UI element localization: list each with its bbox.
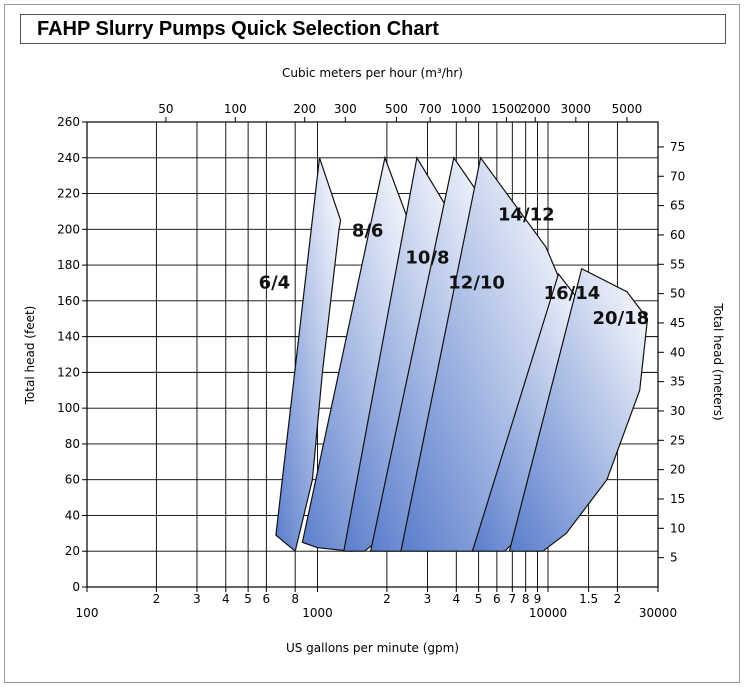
title-box: FAHP Slurry Pumps Quick Selection Chart	[20, 14, 726, 44]
pump-label: 20/18	[593, 308, 650, 329]
y2-tick-label: 40	[670, 345, 685, 359]
y-tick-label: 80	[65, 437, 80, 451]
y-tick-label: 160	[57, 294, 80, 308]
y2-tick-label: 50	[670, 287, 685, 301]
top-tick-label: 3000	[561, 102, 592, 116]
top-tick-label: 700	[419, 102, 442, 116]
x-tick-label: 5	[475, 592, 483, 606]
x-tick-label: 2	[383, 592, 391, 606]
y-tick-label: 240	[57, 151, 80, 165]
y2-tick-label: 45	[670, 316, 685, 330]
y2-tick-label: 25	[670, 433, 685, 447]
y2-tick-label: 10	[670, 521, 685, 535]
x-tick-label: 100	[76, 606, 99, 620]
y-tick-label: 260	[57, 115, 80, 129]
x-tick-label: 1000	[302, 606, 333, 620]
x-tick-label: 8	[291, 592, 299, 606]
y-tick-label: 0	[72, 580, 80, 594]
chart-title: FAHP Slurry Pumps Quick Selection Chart	[37, 18, 439, 40]
pump-regions	[275, 155, 649, 553]
y-tick-label: 20	[65, 544, 80, 558]
x-tick-label: 1.5	[579, 592, 598, 606]
y2-tick-label: 65	[670, 199, 685, 213]
pump-label: 12/10	[448, 272, 505, 293]
y-axis-title: Total head (feet)	[23, 306, 37, 406]
top-tick-label: 5000	[612, 102, 643, 116]
x-tick-label: 3	[193, 592, 201, 606]
labels: 0204060801001201401601802002202402601002…	[23, 66, 725, 655]
top-axis-title: Cubic meters per hour (m³/hr)	[282, 66, 463, 80]
top-tick-label: 100	[224, 102, 247, 116]
pump-label: 6/4	[259, 272, 291, 293]
y-tick-label: 100	[57, 401, 80, 415]
axes	[82, 117, 664, 592]
y2-tick-label: 15	[670, 492, 685, 506]
x-tick-label: 6	[263, 592, 271, 606]
x-tick-label: 9	[534, 592, 542, 606]
y2-tick-label: 60	[670, 228, 685, 242]
y2-tick-label: 30	[670, 404, 685, 418]
y-tick-label: 120	[57, 365, 80, 379]
y-tick-label: 40	[65, 508, 80, 522]
top-tick-label: 300	[334, 102, 357, 116]
y2-tick-label: 70	[670, 169, 685, 183]
top-tick-label: 50	[158, 102, 173, 116]
pump-label: 16/14	[544, 283, 601, 304]
pump-label: 10/8	[405, 247, 449, 268]
x-axis-title: US gallons per minute (gpm)	[286, 641, 459, 655]
y2-tick-label: 35	[670, 375, 685, 389]
x-tick-label: 6	[493, 592, 501, 606]
top-tick-label: 1000	[451, 102, 482, 116]
y2-tick-label: 5	[670, 551, 678, 565]
x-tick-label: 5	[244, 592, 252, 606]
top-tick-label: 500	[385, 102, 408, 116]
plot-frame	[86, 121, 659, 588]
x-tick-label: 7	[508, 592, 516, 606]
x-tick-label: 3	[424, 592, 432, 606]
y-tick-label: 180	[57, 258, 80, 272]
top-tick-label: 200	[293, 102, 316, 116]
pump-region	[508, 267, 649, 552]
x-tick-label: 4	[222, 592, 230, 606]
chart-frame	[4, 4, 740, 683]
top-tick-label: 1500	[491, 102, 522, 116]
pump-region	[275, 157, 342, 553]
pump-label: 14/12	[498, 204, 555, 225]
y-tick-label: 140	[57, 330, 80, 344]
y2-tick-label: 55	[670, 257, 685, 271]
x-tick-label: 30000	[639, 606, 677, 620]
y2-axis-title: Total head (meters)	[711, 302, 725, 420]
y-tick-label: 220	[57, 187, 80, 201]
y2-tick-label: 20	[670, 463, 685, 477]
y-tick-label: 200	[57, 222, 80, 236]
pump-label: 8/6	[352, 220, 384, 241]
x-tick-label: 2	[614, 592, 622, 606]
x-tick-label: 10000	[529, 606, 567, 620]
x-tick-label: 4	[452, 592, 460, 606]
x-tick-label: 2	[153, 592, 161, 606]
top-tick-label: 2000	[520, 102, 551, 116]
x-tick-label: 8	[522, 592, 530, 606]
y-tick-label: 60	[65, 473, 80, 487]
y2-tick-label: 75	[670, 140, 685, 154]
